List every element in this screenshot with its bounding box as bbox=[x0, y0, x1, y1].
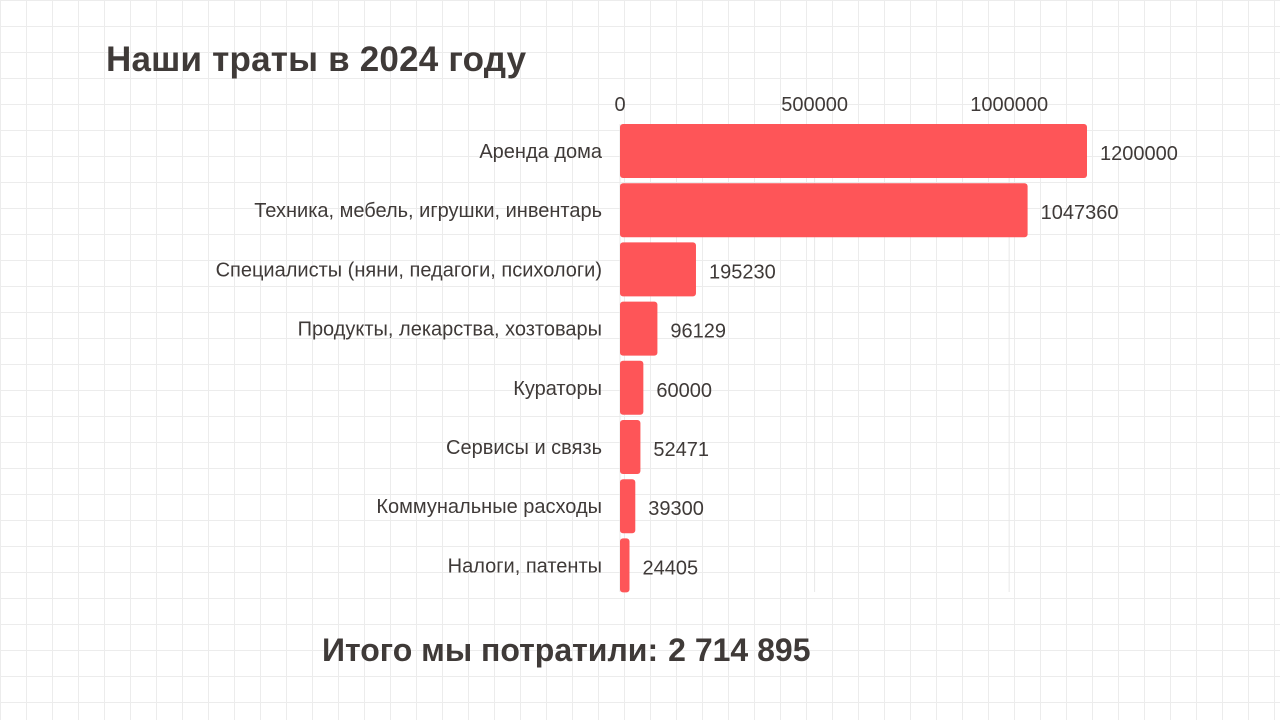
category-label: Техника, мебель, игрушки, инвентарь bbox=[254, 200, 602, 222]
x-tick-label: 1000000 bbox=[970, 94, 1048, 116]
data-label: 39300 bbox=[648, 498, 704, 520]
bar bbox=[620, 183, 1028, 238]
category-label: Аренда дома bbox=[479, 141, 603, 163]
bar bbox=[620, 242, 696, 297]
data-label: 1200000 bbox=[1100, 143, 1178, 165]
category-label: Специалисты (няни, педагоги, психологи) bbox=[216, 259, 602, 281]
bar bbox=[620, 360, 644, 415]
bars-group: Аренда дома 1200000 Техника, мебель, игруш… bbox=[216, 124, 1178, 593]
category-label: Кураторы bbox=[513, 378, 602, 400]
chart-title: Наши траты в 2024 году bbox=[106, 40, 527, 79]
total-summary: Итого мы потратили: 2 714 895 bbox=[322, 632, 820, 669]
data-label: 60000 bbox=[656, 380, 712, 402]
data-label: 195230 bbox=[709, 261, 776, 283]
total-label: Итого мы потратили: bbox=[322, 632, 659, 668]
total-value: 2 714 895 bbox=[668, 632, 811, 668]
data-label: 96129 bbox=[670, 321, 726, 343]
bar bbox=[620, 420, 641, 474]
data-label: 1047360 bbox=[1041, 202, 1119, 224]
x-tick-label: 0 bbox=[614, 94, 625, 116]
bar bbox=[620, 301, 658, 356]
category-label: Продукты, лекарства, хозтовары bbox=[298, 319, 602, 341]
category-label: Налоги, патенты bbox=[448, 555, 602, 577]
x-tick-label: 500000 bbox=[781, 94, 848, 116]
category-label: Сервисы и связь bbox=[446, 437, 602, 459]
bar bbox=[620, 479, 636, 534]
category-label: Коммунальные расходы bbox=[376, 496, 602, 518]
data-label: 24405 bbox=[642, 557, 698, 579]
bar bbox=[620, 538, 630, 593]
bar bbox=[620, 124, 1087, 178]
data-label: 52471 bbox=[653, 439, 709, 461]
